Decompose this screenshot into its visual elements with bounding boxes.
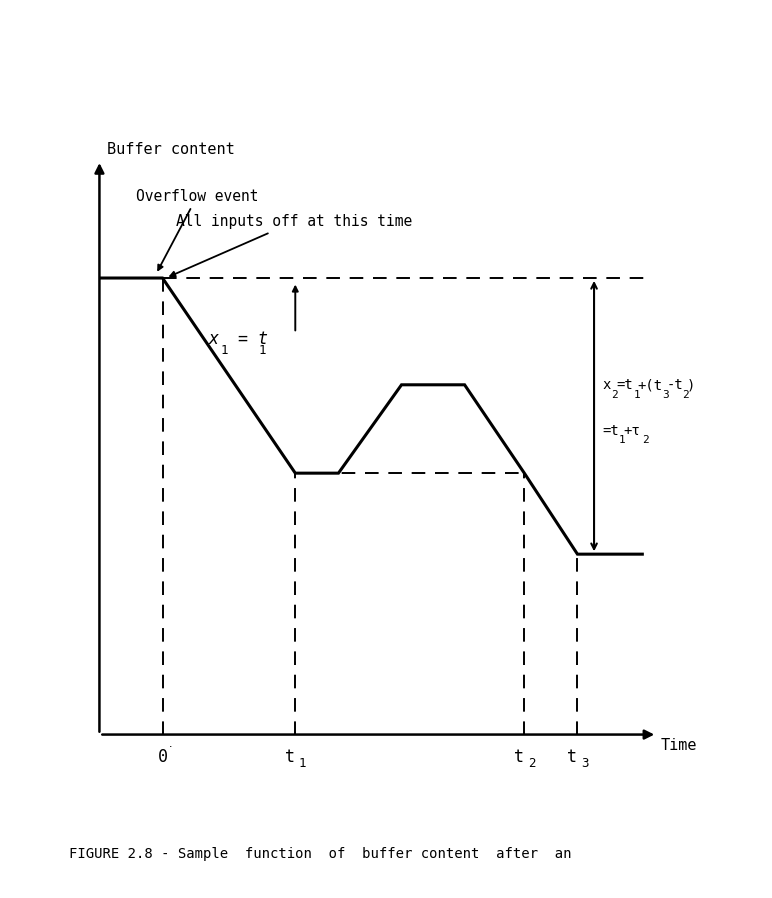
- Text: +τ: +τ: [623, 424, 640, 438]
- Text: ): ): [687, 378, 696, 392]
- Text: = t: = t: [228, 330, 268, 348]
- Text: =t: =t: [602, 424, 619, 438]
- Text: 2: 2: [682, 390, 689, 400]
- Text: 1: 1: [299, 757, 306, 770]
- Text: Buffer content: Buffer content: [107, 142, 235, 156]
- Text: 2: 2: [611, 390, 618, 400]
- Text: 3: 3: [581, 757, 588, 770]
- Text: 1: 1: [259, 344, 266, 357]
- Text: -t: -t: [666, 378, 683, 392]
- Text: 1: 1: [618, 436, 625, 445]
- Text: 1: 1: [221, 344, 229, 357]
- Text: Overflow event: Overflow event: [136, 189, 259, 270]
- Text: ˙: ˙: [167, 744, 174, 758]
- Text: 1: 1: [633, 390, 640, 400]
- Text: x: x: [209, 330, 219, 348]
- Text: Time: Time: [660, 738, 697, 753]
- Text: t: t: [567, 748, 577, 766]
- Text: 0: 0: [157, 748, 168, 766]
- Text: FIGURE 2.8 - Sample  function  of  buffer content  after  an: FIGURE 2.8 - Sample function of buffer c…: [69, 847, 572, 860]
- Text: t: t: [514, 748, 524, 766]
- Text: All inputs off at this time: All inputs off at this time: [170, 215, 412, 277]
- Text: 2: 2: [642, 436, 648, 445]
- Text: t: t: [286, 748, 295, 766]
- Text: 3: 3: [662, 390, 669, 400]
- Text: =t: =t: [617, 378, 633, 392]
- Text: x: x: [602, 378, 611, 392]
- Text: +(t: +(t: [638, 378, 663, 392]
- Text: 2: 2: [527, 757, 535, 770]
